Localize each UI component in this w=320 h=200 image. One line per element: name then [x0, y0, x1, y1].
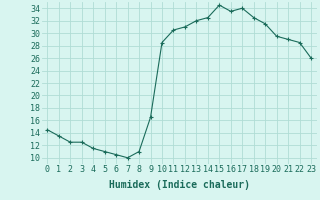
X-axis label: Humidex (Indice chaleur): Humidex (Indice chaleur) — [109, 180, 250, 190]
